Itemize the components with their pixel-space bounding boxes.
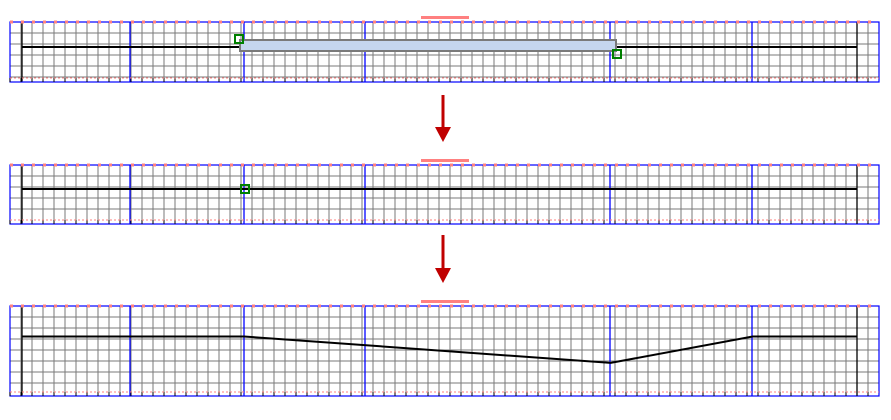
position-marker — [421, 16, 469, 19]
down-arrow — [435, 235, 451, 283]
arrow-head — [435, 127, 451, 142]
arrow-head — [435, 268, 451, 283]
panel-border — [9, 305, 880, 397]
position-marker — [421, 159, 469, 162]
down-arrow — [435, 95, 451, 142]
automation-curve — [22, 335, 857, 364]
editor-panel-handle-collapsed — [9, 159, 880, 225]
editor-panel-before — [9, 16, 880, 83]
selection-handle-end — [612, 49, 622, 59]
panel-border — [9, 164, 880, 225]
panel-border — [9, 21, 880, 83]
position-marker — [421, 300, 469, 303]
selection-handle-start — [234, 34, 244, 44]
editor-panel-after — [9, 300, 880, 397]
selection-box — [239, 39, 617, 52]
panel-background — [10, 165, 879, 224]
selection-handle — [240, 184, 250, 194]
